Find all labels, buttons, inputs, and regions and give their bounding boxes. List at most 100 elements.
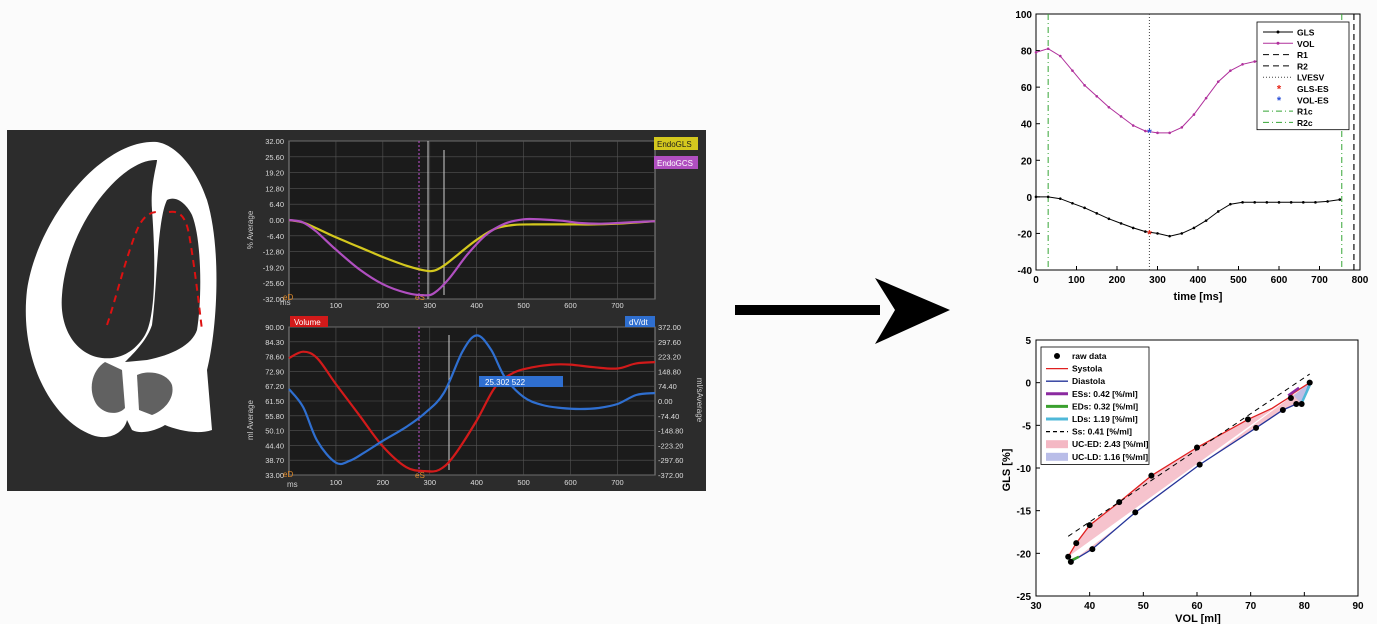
loop-raw-point: [1298, 401, 1305, 407]
time-series-point-gls: [1119, 222, 1123, 225]
strain-x-unit: ms: [280, 298, 291, 307]
time-series-point-gls: [1265, 201, 1269, 204]
time-series-point-vol: [1107, 105, 1111, 109]
volume-y-tick-right: 74.40: [658, 382, 677, 391]
volume-y-label-left: ml Average: [246, 400, 255, 440]
volume-y-tick-right: -148.80: [658, 427, 683, 436]
time-series-point-vol: [1216, 80, 1220, 83]
time-y-ticks: -40 -20 0 20 40 60 80 100: [1015, 10, 1040, 277]
volume-y-tick-left: 78.60: [265, 353, 284, 362]
endo-strain-chart: 32.00 25.60 19.20 12.80 6.40 0.00 -6.40 -12.80 -…: [246, 137, 698, 310]
loop-raw-point: [1065, 553, 1072, 560]
time-series-point-gls: [1216, 210, 1220, 213]
strain-x-tick: 500: [517, 301, 530, 310]
volume-y-ticks-left: 90.00 84.30 78.60 72.90 67.20 61.50 55.80 50.10…: [265, 323, 284, 480]
volume-ed-label: eD: [283, 470, 293, 479]
time-legend-star-icon: *: [1277, 95, 1282, 107]
loop-raw-point: [1073, 540, 1080, 547]
loop-y-tick: -25: [1017, 592, 1032, 603]
legend-endogcs-label: EndoGCS: [657, 159, 693, 168]
volume-x-tick: 700: [611, 478, 624, 487]
time-legend-dot: [1276, 41, 1280, 45]
loop-x-tick: 40: [1084, 601, 1096, 612]
time-series-point-vol: [1204, 96, 1208, 100]
volume-y-tick-right: -297.60: [658, 456, 683, 465]
strain-y-label: % Average: [246, 210, 255, 249]
loop-x-label: VOL [ml]: [1175, 613, 1221, 624]
time-y-tick: 40: [1021, 120, 1033, 131]
volume-x-tick: 500: [517, 478, 530, 487]
time-x-label: time [ms]: [1174, 291, 1223, 303]
time-marker-vol-es: *: [1147, 126, 1152, 140]
time-series-point-vol: [1046, 47, 1050, 51]
volume-x-tick: 200: [377, 478, 390, 487]
loop-legend-label: raw data: [1072, 351, 1107, 361]
time-legend-label: R1c: [1297, 107, 1313, 117]
loop-raw-point: [1089, 546, 1096, 553]
time-legend-star-icon: *: [1277, 84, 1282, 96]
volume-tag[interactable]: Volume: [290, 316, 328, 327]
volume-y-tick-right: 0.00: [658, 397, 673, 406]
time-series-point-vol: [1241, 62, 1244, 66]
loop-raw-point: [1287, 395, 1294, 402]
loop-legend-label: UC-LD: 1.16 [%/ml]: [1072, 452, 1148, 462]
strain-y-tick: -6.40: [267, 232, 284, 241]
loop-raw-point: [1306, 379, 1313, 386]
time-series-point-vol: [1071, 69, 1074, 72]
dvdt-tag[interactable]: dV/dt: [625, 316, 655, 327]
loop-y-tick: -10: [1017, 464, 1032, 475]
echo-strain-panel: 32.00 25.60 19.20 12.80 6.40 0.00 -6.40 -12.80 -…: [7, 130, 706, 491]
legend-endogcs[interactable]: EndoGCS: [654, 156, 698, 169]
time-series-point-vol: [1034, 51, 1038, 54]
time-legend-label: R2: [1297, 61, 1308, 71]
volume-es-label: eS: [415, 471, 425, 480]
volume-y-tick-left: 61.50: [265, 397, 284, 406]
volume-grid: [289, 326, 655, 476]
strain-y-tick: -25.60: [263, 279, 284, 288]
strain-x-tick: 700: [611, 301, 624, 310]
time-x-tick: 0: [1033, 275, 1039, 286]
volume-y-tick-left: 33.00: [265, 471, 284, 480]
time-legend-dot: [1276, 30, 1280, 34]
legend-endogls-label: EndoGLS: [657, 140, 692, 149]
time-series-point-vol: [1059, 54, 1062, 58]
time-legend-label: R1: [1297, 50, 1308, 60]
loop-y-tick: 0: [1025, 379, 1031, 390]
time-series-point-gls: [1229, 202, 1232, 206]
loop-line-es-slope: [1287, 386, 1300, 397]
time-x-ticks: 0 100 200 300 400 500 600 700 800: [1033, 266, 1369, 286]
strain-x-tick: 200: [377, 301, 390, 310]
loop-raw-points: [1065, 379, 1313, 565]
volume-x-tick: 400: [470, 478, 483, 487]
strain-x-tick: 400: [470, 301, 483, 310]
loop-raw-point: [1194, 444, 1200, 451]
volume-x-tick: 300: [424, 478, 437, 487]
time-series-point-gls: [1034, 195, 1038, 199]
time-series-point-gls: [1326, 200, 1329, 203]
loop-x-tick: 80: [1299, 601, 1311, 612]
strain-x-tick: 300: [424, 301, 437, 310]
volume-x-ticks: 100 200 300 400 500 600 700: [330, 478, 624, 487]
strain-y-tick: 32.00: [265, 137, 284, 146]
time-x-tick: 300: [1149, 275, 1166, 286]
time-series-point-gls: [1168, 234, 1171, 238]
strain-y-tick: -32.00: [263, 295, 284, 304]
time-y-tick: 20: [1021, 156, 1033, 167]
time-series-point-vol: [1083, 84, 1086, 87]
volume-y-tick-left: 38.70: [265, 456, 284, 465]
loop-legend-label: LDs: 1.19 [%/ml]: [1072, 414, 1138, 424]
strain-series: [288, 217, 656, 297]
time-series-point-vol: [1119, 115, 1123, 118]
time-series-point-vol: [1180, 126, 1184, 129]
strain-series-line-endogcs: [288, 217, 656, 297]
volume-y-tick-left: 84.30: [265, 338, 284, 347]
time-series-point-gls: [1046, 195, 1050, 199]
volume-y-tick-left: 55.80: [265, 412, 284, 421]
loop-area-uc-ld: [1293, 382, 1310, 404]
volume-y-tick-right: -223.20: [658, 441, 683, 450]
volume-chart: 90.00 84.30 78.60 72.90 67.20 61.50 55.80 50.10…: [246, 316, 704, 489]
time-series-point-gls: [1059, 197, 1062, 200]
loop-raw-point: [1279, 406, 1286, 413]
legend-endogls[interactable]: EndoGLS: [654, 137, 698, 150]
strain-ed-label: eD: [283, 293, 293, 302]
